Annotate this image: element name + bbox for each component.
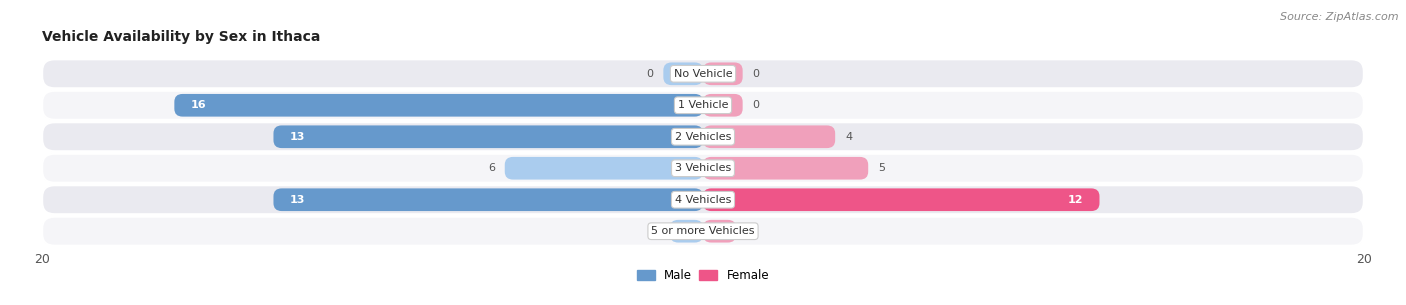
Text: 13: 13 xyxy=(290,195,305,205)
Text: 0: 0 xyxy=(752,69,759,79)
FancyBboxPatch shape xyxy=(42,154,1364,183)
Text: 16: 16 xyxy=(191,100,207,110)
FancyBboxPatch shape xyxy=(505,157,703,180)
Text: 4: 4 xyxy=(845,132,852,142)
Text: Vehicle Availability by Sex in Ithaca: Vehicle Availability by Sex in Ithaca xyxy=(42,30,321,44)
FancyBboxPatch shape xyxy=(669,220,703,242)
Text: 1: 1 xyxy=(652,226,659,236)
FancyBboxPatch shape xyxy=(42,91,1364,120)
FancyBboxPatch shape xyxy=(703,125,835,148)
FancyBboxPatch shape xyxy=(42,122,1364,151)
Text: 0: 0 xyxy=(647,69,654,79)
Text: 2 Vehicles: 2 Vehicles xyxy=(675,132,731,142)
FancyBboxPatch shape xyxy=(273,188,703,211)
FancyBboxPatch shape xyxy=(703,63,742,85)
FancyBboxPatch shape xyxy=(42,185,1364,214)
Text: 6: 6 xyxy=(488,163,495,173)
FancyBboxPatch shape xyxy=(703,94,742,117)
Text: 12: 12 xyxy=(1067,195,1083,205)
Text: Source: ZipAtlas.com: Source: ZipAtlas.com xyxy=(1281,12,1399,22)
Text: 1: 1 xyxy=(747,226,754,236)
FancyBboxPatch shape xyxy=(42,217,1364,246)
Text: No Vehicle: No Vehicle xyxy=(673,69,733,79)
FancyBboxPatch shape xyxy=(703,220,737,242)
FancyBboxPatch shape xyxy=(174,94,703,117)
FancyBboxPatch shape xyxy=(703,157,868,180)
Legend: Male, Female: Male, Female xyxy=(633,265,773,287)
Text: 0: 0 xyxy=(752,100,759,110)
Text: 3 Vehicles: 3 Vehicles xyxy=(675,163,731,173)
FancyBboxPatch shape xyxy=(703,188,1099,211)
FancyBboxPatch shape xyxy=(42,59,1364,88)
Text: 1 Vehicle: 1 Vehicle xyxy=(678,100,728,110)
FancyBboxPatch shape xyxy=(273,125,703,148)
FancyBboxPatch shape xyxy=(664,63,703,85)
Text: 13: 13 xyxy=(290,132,305,142)
Text: 5: 5 xyxy=(879,163,886,173)
Text: 5 or more Vehicles: 5 or more Vehicles xyxy=(651,226,755,236)
Text: 4 Vehicles: 4 Vehicles xyxy=(675,195,731,205)
